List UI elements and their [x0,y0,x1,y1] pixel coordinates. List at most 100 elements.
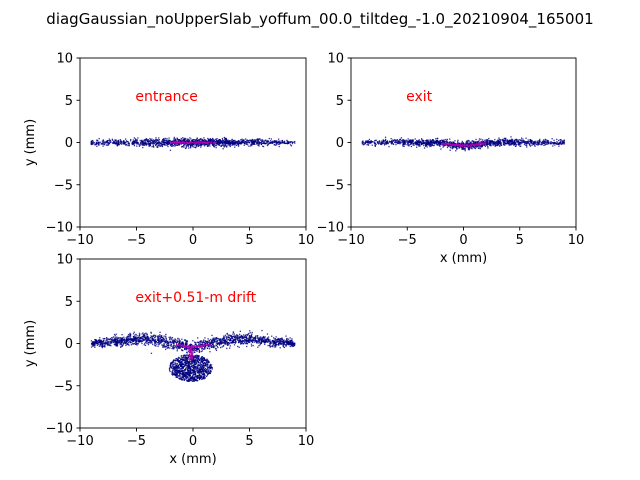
particle-point [285,341,288,343]
particle-point [463,148,465,151]
particle-point [367,143,369,145]
particle-point [267,344,269,347]
particle-point [522,141,524,144]
particle-point [90,140,92,142]
particle-point [166,137,168,140]
particle-point [173,346,175,348]
particle-point [156,343,158,345]
particle-point [499,140,501,142]
particle-point [200,146,202,148]
particle-point [467,139,469,142]
particle-point [286,142,289,144]
particle-point [435,143,438,145]
particle-point [105,140,108,143]
particle-point [224,142,226,145]
particle-point [175,140,178,143]
particle-point [193,365,195,368]
particle-point [519,139,522,141]
particle-point [161,338,163,341]
particle-point [160,143,162,145]
particle-point [194,348,196,350]
particle-point [152,335,154,337]
particle-point [198,139,201,141]
particle-point [433,143,436,145]
particle-point [184,138,186,140]
particle-point [543,141,545,143]
particle-point [143,143,146,145]
particle-point [111,138,113,140]
particle-point [425,140,427,142]
particle-point [554,144,556,146]
particle-point [405,141,407,143]
panel-annotation: exit [406,89,433,105]
particle-point [98,345,100,347]
particle-point [378,140,381,142]
particle-point [116,345,118,347]
particle-point [157,339,159,342]
particle-point [276,338,279,341]
particle-point [194,347,197,349]
particle-point [134,343,137,345]
particle-point [276,141,279,144]
particle-point [196,349,198,351]
particle-point [201,343,203,346]
particle-point [165,335,167,337]
particle-point [203,145,206,147]
particle-point [128,344,130,346]
particle-point [241,141,243,143]
particle-point [102,341,104,343]
particle-point [182,349,184,352]
particle-point [126,335,128,338]
particle-point [244,338,246,341]
particle-point [220,141,222,143]
particle-point [154,139,156,142]
particle-point [227,342,229,345]
particle-point [429,140,431,143]
particle-point [169,345,172,347]
particle-point [251,143,253,145]
particle-point [175,346,177,348]
particle-point [196,137,198,139]
particle-point [185,145,188,147]
particle-point [128,142,130,144]
particle-point [114,142,116,144]
particle-point [173,342,175,344]
particle-point [129,334,131,337]
particle-point [104,337,106,340]
particle-point [557,143,560,145]
particle-point [257,335,259,337]
particle-point [138,340,140,342]
particle-point [165,139,167,141]
particle-point [286,343,288,346]
particle-point [175,345,177,347]
particle-point [210,346,213,348]
particle-point [257,346,259,348]
particle-point [244,336,247,338]
particle-point [465,143,467,145]
particle-point [198,351,201,353]
particle-point [104,346,106,348]
particle-point [556,143,558,145]
particle-point [102,141,104,143]
particle-point [210,341,212,344]
particle-point [204,345,207,348]
particle-point [460,142,463,144]
particle-point [133,137,135,139]
particle-point [214,337,216,339]
particle-point [249,330,251,332]
particle-point [245,143,247,145]
particle-point [195,139,197,141]
particle-point [143,144,146,146]
particle-point [188,373,190,376]
particle-point [159,334,161,336]
particle-point [211,143,214,146]
particle-point [126,339,128,341]
particle-point [383,143,386,145]
particle-point [447,141,449,144]
particle-point [135,141,137,144]
particle-point [250,339,252,341]
particle-point [261,140,263,143]
particle-point [551,141,553,144]
particle-point [141,336,143,338]
particle-point [426,146,428,148]
